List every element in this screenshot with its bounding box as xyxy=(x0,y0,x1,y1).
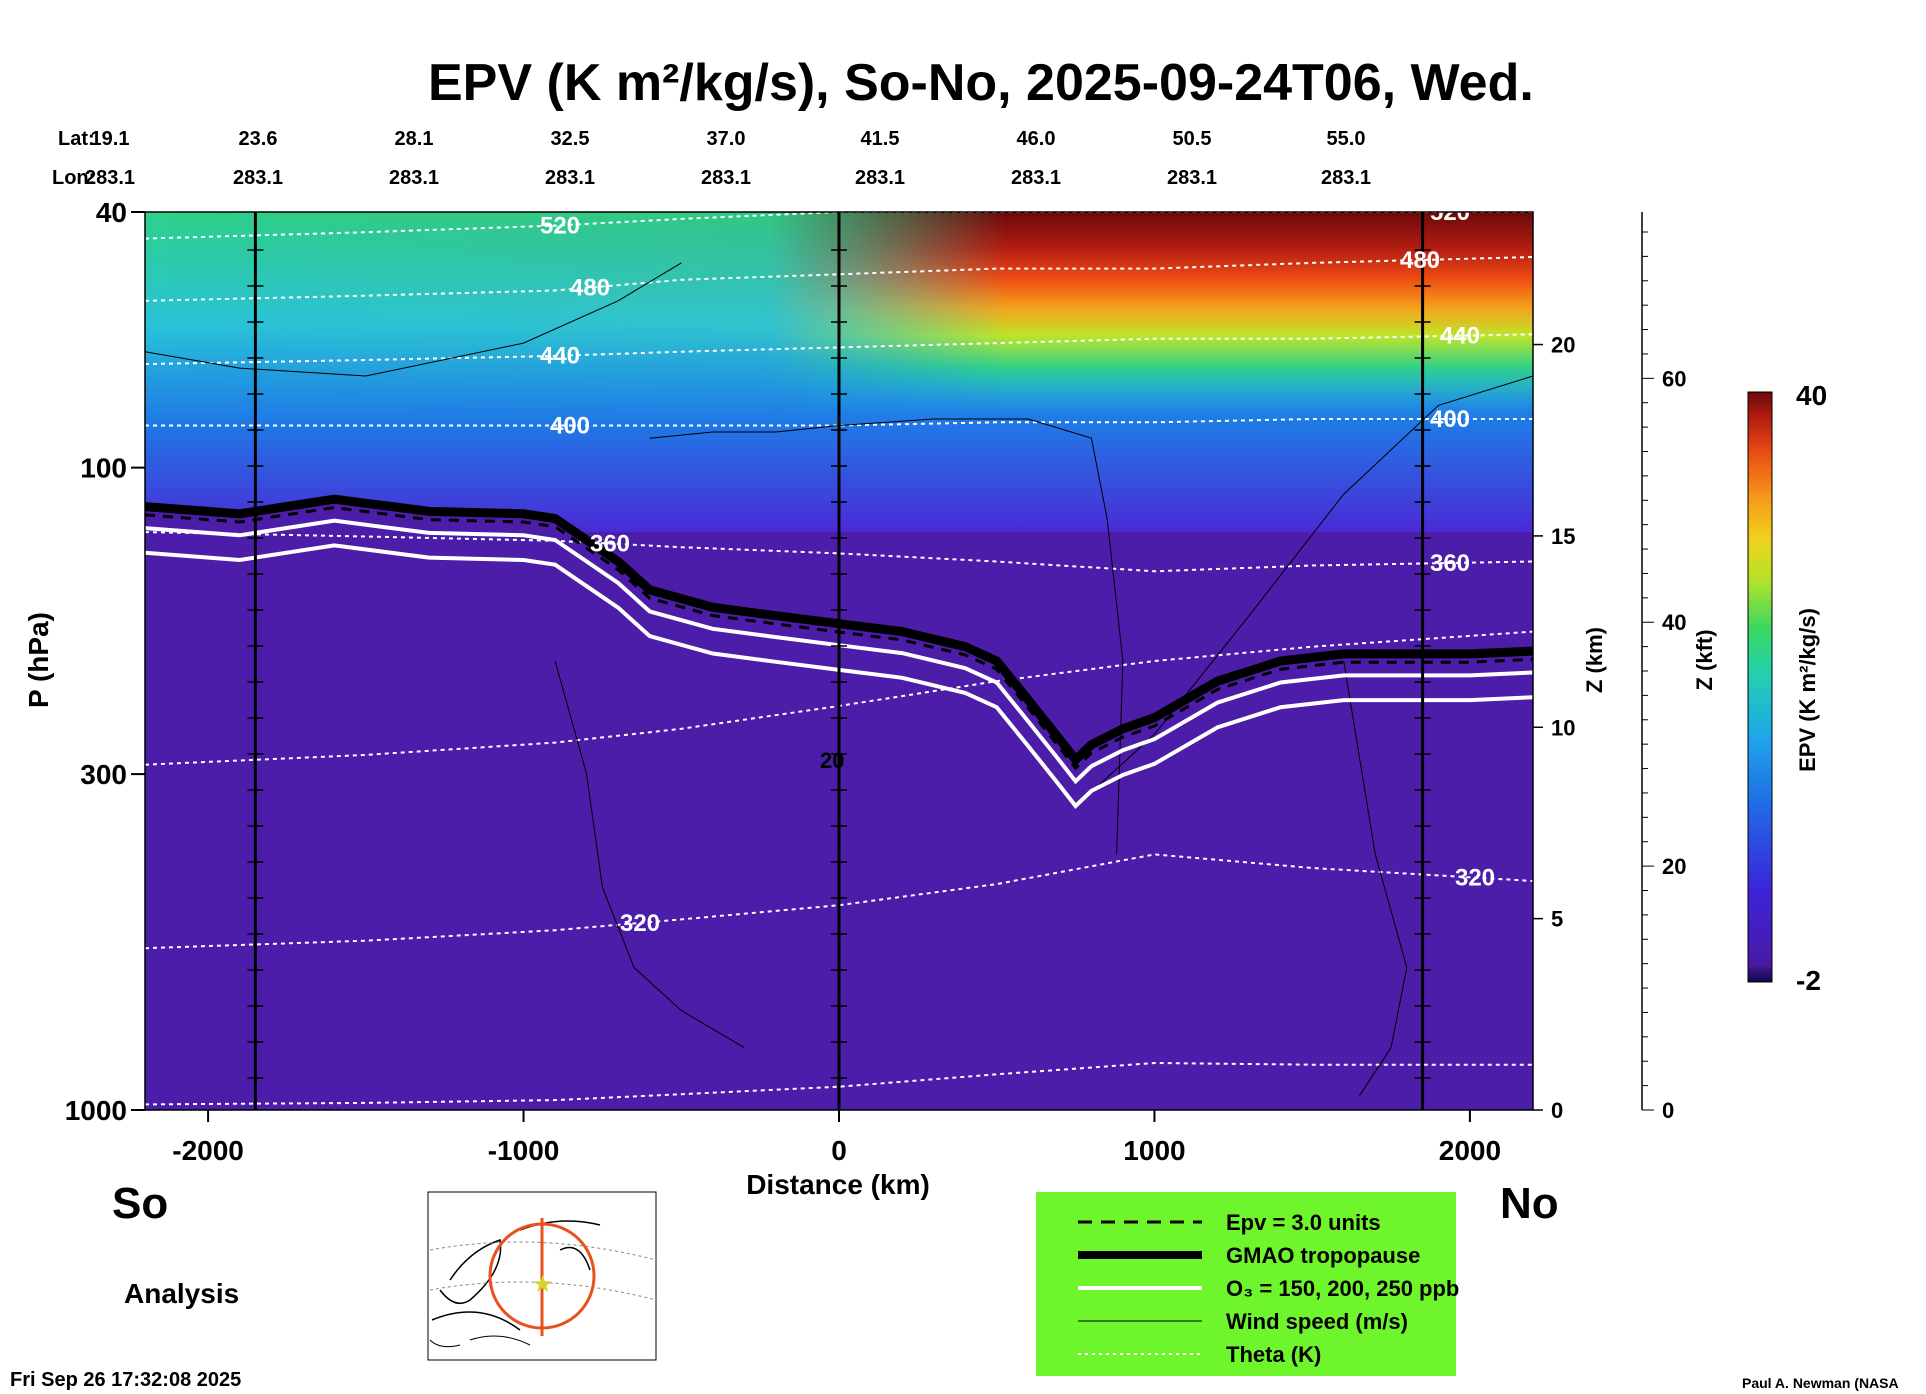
wind-contour xyxy=(649,418,1124,855)
north-label: No xyxy=(1500,1179,1559,1228)
theta-label: 520 xyxy=(540,212,580,239)
legend-label: Wind speed (m/s) xyxy=(1226,1309,1408,1334)
lat-value: 46.0 xyxy=(1017,128,1056,150)
chart-title: EPV (K m²/kg/s), So-No, 2025-09-24T06, W… xyxy=(428,54,1534,112)
z-kft-tick-label: 40 xyxy=(1662,610,1686,635)
x-tick-label: 0 xyxy=(831,1135,847,1166)
wind-contour xyxy=(554,660,745,1049)
lat-value: 50.5 xyxy=(1173,128,1212,150)
wind-contour xyxy=(145,262,682,377)
lon-value: 283.1 xyxy=(1321,167,1371,189)
lat-value: 41.5 xyxy=(861,128,900,150)
legend-label: Theta (K) xyxy=(1226,1342,1321,1367)
wind-speed-contours xyxy=(145,262,1533,1096)
colorbar-min-label: -2 xyxy=(1796,965,1821,996)
ozone-contour xyxy=(145,518,1533,785)
x-tick-label: -2000 xyxy=(172,1135,244,1166)
vertical-markers xyxy=(247,212,1431,1110)
lon-value: 283.1 xyxy=(233,167,283,189)
x-axis-label: Distance (km) xyxy=(746,1169,930,1200)
theta-label: 320 xyxy=(1455,865,1495,892)
credit: Paul A. Newman (NASA xyxy=(1742,1375,1899,1391)
z-kft-tick-label: 0 xyxy=(1662,1098,1674,1123)
plot-area: 520 520 480 480 440 440 400 400 360 360 320 320 20 xyxy=(145,199,1533,1110)
z-km-tick-label: 5 xyxy=(1551,907,1563,932)
y-tick-label: 100 xyxy=(80,453,127,484)
z-km-axis: 0 5 10 15 20 xyxy=(1533,333,1575,1123)
theta-labels: 520 520 480 480 440 440 400 400 360 360 320 320 20 xyxy=(540,199,1495,937)
lat-value: 23.6 xyxy=(239,128,278,150)
legend: Epv = 3.0 units GMAO tropopause O₃ = 150, … xyxy=(1036,1192,1459,1376)
z-km-tick-label: 10 xyxy=(1551,715,1575,740)
theta-label: 360 xyxy=(1430,550,1470,577)
theta-contour xyxy=(145,256,1533,302)
wind-contour xyxy=(1343,660,1408,1096)
lat-label: Lat: xyxy=(58,128,95,150)
theta-label: 440 xyxy=(1440,323,1480,350)
gmao-tropopause-line xyxy=(145,494,1533,767)
epv-contour-label: 20 xyxy=(820,748,844,773)
theta-label: 320 xyxy=(620,910,660,937)
lat-value: 19.1 xyxy=(91,128,130,150)
colorbar-label: EPV (K m²/kg/s) xyxy=(1795,608,1820,772)
lon-value: 283.1 xyxy=(389,167,439,189)
z-kft-tick-label: 20 xyxy=(1662,854,1686,879)
x-tick-label: 1000 xyxy=(1123,1135,1185,1166)
z-kft-tick-label: 60 xyxy=(1662,366,1686,391)
lon-value: 283.1 xyxy=(855,167,905,189)
z-km-tick-label: 20 xyxy=(1551,333,1575,358)
x-tick-label: -1000 xyxy=(488,1135,560,1166)
theta-contour xyxy=(145,853,1533,950)
y-axis-label: P (hPa) xyxy=(23,612,54,708)
distance-axis: -2000 -1000 0 1000 2000 xyxy=(172,1110,1501,1166)
z-km-tick-label: 0 xyxy=(1551,1098,1563,1123)
epv-3-contour xyxy=(145,505,1533,771)
lon-label: Lon: xyxy=(52,167,95,189)
lon-value: 283.1 xyxy=(701,167,751,189)
y-tick-label: 40 xyxy=(96,197,127,228)
lon-value: 283.1 xyxy=(1011,167,1061,189)
lon-value: 283.1 xyxy=(545,167,595,189)
theta-label: 440 xyxy=(540,343,580,370)
lon-values: 283.1 283.1 283.1 283.1 283.1 283.1 283.1 283.1… xyxy=(85,167,1371,189)
legend-label: Epv = 3.0 units xyxy=(1226,1210,1381,1235)
z-kft-axis-label: Z (kft) xyxy=(1692,629,1717,690)
lat-value: 32.5 xyxy=(551,128,590,150)
theta-label: 480 xyxy=(570,275,610,302)
z-km-axis-label: Z (km) xyxy=(1582,627,1607,693)
theta-label: 400 xyxy=(1430,406,1470,433)
lon-value: 283.1 xyxy=(1167,167,1217,189)
ozone-contour xyxy=(145,543,1533,809)
z-kft-axis: 0 20 40 60 xyxy=(1641,212,1686,1123)
x-tick-label: 2000 xyxy=(1439,1135,1501,1166)
theta-contour xyxy=(145,1061,1533,1106)
y-tick-label: 1000 xyxy=(65,1095,127,1126)
lat-value: 28.1 xyxy=(395,128,434,150)
theta-label: 480 xyxy=(1400,247,1440,274)
theta-label: 400 xyxy=(550,413,590,440)
theta-contour xyxy=(145,418,1533,427)
y-tick-label: 300 xyxy=(80,759,127,790)
colorbar-max-label: 40 xyxy=(1796,380,1827,411)
theta-label: 360 xyxy=(590,531,630,558)
timestamp: Fri Sep 26 17:32:08 2025 xyxy=(10,1369,241,1391)
south-label: So xyxy=(112,1179,168,1228)
map-star-icon: ★ xyxy=(532,1271,554,1298)
lat-value: 55.0 xyxy=(1327,128,1366,150)
legend-label: O₃ = 150, 200, 250 ppb xyxy=(1226,1276,1459,1301)
z-km-tick-label: 15 xyxy=(1551,524,1575,549)
pressure-axis: 40 100 300 1000 xyxy=(65,197,145,1126)
lon-value: 283.1 xyxy=(85,167,135,189)
colorbar xyxy=(1747,391,1773,983)
theta-label: 520 xyxy=(1430,199,1470,226)
lat-value: 37.0 xyxy=(707,128,746,150)
analysis-label: Analysis xyxy=(124,1278,239,1309)
legend-label: GMAO tropopause xyxy=(1226,1243,1420,1268)
theta-contour xyxy=(145,531,1533,573)
ozone-contours xyxy=(145,505,1533,809)
theta-contour xyxy=(145,333,1533,366)
location-map: ★ xyxy=(427,1191,657,1361)
lat-values: 19.1 23.6 28.1 32.5 37.0 41.5 46.0 50.5 55.0 xyxy=(91,128,1366,150)
